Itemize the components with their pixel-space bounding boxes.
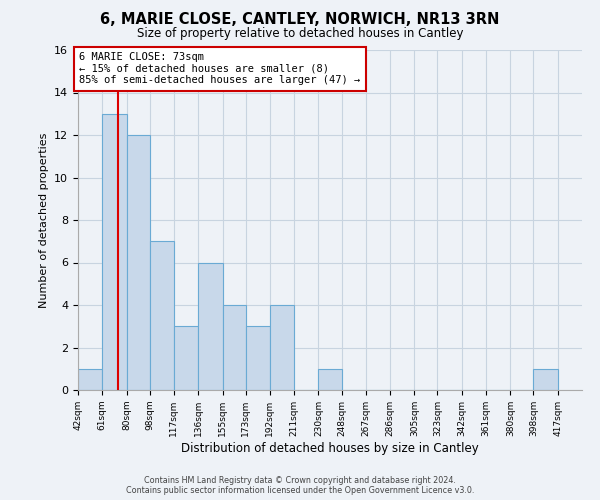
Bar xyxy=(319,369,341,390)
Bar xyxy=(103,114,127,390)
Bar xyxy=(174,326,198,390)
Bar xyxy=(78,369,103,390)
Bar xyxy=(270,305,294,390)
Bar xyxy=(127,135,149,390)
X-axis label: Distribution of detached houses by size in Cantley: Distribution of detached houses by size … xyxy=(181,442,479,454)
Y-axis label: Number of detached properties: Number of detached properties xyxy=(38,132,49,308)
Text: 6 MARIE CLOSE: 73sqm
← 15% of detached houses are smaller (8)
85% of semi-detach: 6 MARIE CLOSE: 73sqm ← 15% of detached h… xyxy=(79,52,361,86)
Text: Contains HM Land Registry data © Crown copyright and database right 2024.
Contai: Contains HM Land Registry data © Crown c… xyxy=(126,476,474,495)
Text: 6, MARIE CLOSE, CANTLEY, NORWICH, NR13 3RN: 6, MARIE CLOSE, CANTLEY, NORWICH, NR13 3… xyxy=(100,12,500,28)
Bar xyxy=(198,262,223,390)
Text: Size of property relative to detached houses in Cantley: Size of property relative to detached ho… xyxy=(137,28,463,40)
Bar xyxy=(245,326,270,390)
Bar xyxy=(533,369,557,390)
Bar xyxy=(149,242,174,390)
Bar xyxy=(223,305,245,390)
